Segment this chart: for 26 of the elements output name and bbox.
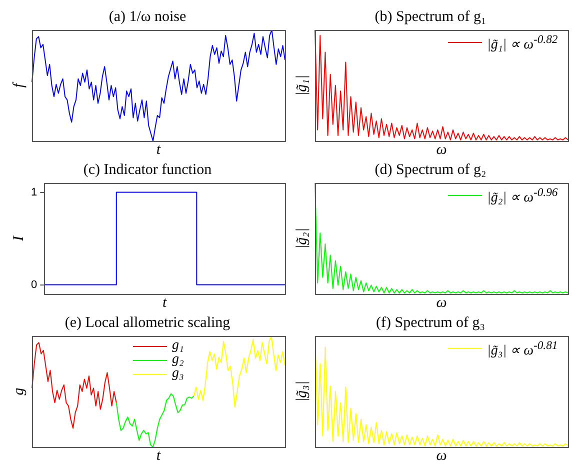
legend-label: |g̃₁| ∝ ω$^{-0.82}$ <box>487 33 558 53</box>
y-tick-label: 1 <box>30 186 38 198</box>
x-axis-title: ω <box>436 294 447 311</box>
y-axis-title: f <box>10 82 27 88</box>
legend-label: |g̃₃| ∝ ω$^{-0.81}$ <box>487 339 558 359</box>
chart-title: (a) 1/ω noise <box>108 8 187 25</box>
chart-title: (f) Spectrum of g₃ <box>376 314 485 331</box>
y-axis-title: |g̃₃| <box>294 381 310 402</box>
chart-title: (e) Local allometric scaling <box>64 314 231 331</box>
chart-title: (b) Spectrum of g₁ <box>374 8 486 25</box>
y-tick-label: 0 <box>30 278 38 291</box>
chart-title: (c) Indicator function <box>83 162 212 178</box>
y-axis-title: I <box>10 235 27 242</box>
legend-label: g₁ <box>172 338 184 353</box>
x-axis-title: t <box>162 294 168 311</box>
y-axis-title: |g̃₁| <box>294 75 310 96</box>
x-axis-title: t <box>156 142 162 158</box>
y-axis-title: g <box>10 387 27 396</box>
x-axis-title: ω <box>436 448 447 464</box>
x-axis-title: t <box>156 448 162 464</box>
x-axis-title: ω <box>436 142 447 158</box>
chart-title: (d) Spectrum of g₂ <box>374 162 486 178</box>
y-axis-title: |g̃₂| <box>294 228 310 249</box>
legend-label: g₂ <box>172 352 184 367</box>
legend-label: g₃ <box>172 366 184 381</box>
legend-label: |g̃₂| ∝ ω$^{-0.96}$ <box>487 186 558 206</box>
